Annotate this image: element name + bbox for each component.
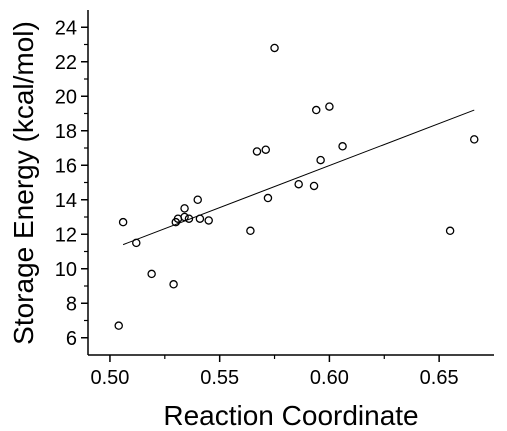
- data-point: [263, 193, 273, 203]
- data-point: [169, 280, 178, 289]
- data-points: [114, 43, 479, 330]
- data-point: [204, 216, 213, 225]
- data-point: [311, 105, 321, 115]
- data-point: [325, 102, 334, 111]
- data-point: [114, 321, 123, 330]
- data-point: [338, 142, 347, 151]
- data-point: [180, 212, 189, 222]
- data-point: [294, 179, 303, 189]
- x-tick-label: 0.55: [200, 367, 239, 389]
- y-tick-label: 8: [66, 293, 77, 315]
- fit-line: [122, 109, 475, 246]
- y-tick-label: 10: [55, 259, 77, 281]
- y-tick-label: 22: [55, 52, 77, 74]
- data-point: [184, 214, 194, 223]
- data-point: [252, 147, 262, 156]
- y-tick-label: 16: [55, 155, 77, 177]
- y-tick-label: 20: [55, 86, 77, 108]
- data-point: [118, 217, 128, 227]
- x-ticks: 0.50 0.55 0.60 0.65: [90, 355, 459, 389]
- y-tick-label: 24: [55, 17, 77, 39]
- fit-line-group: [122, 109, 475, 246]
- data-point: [193, 195, 202, 204]
- data-point: [195, 214, 205, 223]
- y-tick-label: 12: [55, 224, 77, 246]
- data-point: [132, 238, 141, 248]
- y-ticks: 6 8 10 12 14 16 18 20 22 24: [55, 17, 88, 350]
- axes: [87, 10, 494, 356]
- y-tick-label: 18: [55, 121, 77, 143]
- data-point: [445, 226, 455, 236]
- data-point: [261, 145, 271, 154]
- x-tick-label: 0.50: [90, 367, 129, 389]
- data-point: [180, 204, 189, 213]
- y-tick-label: 14: [55, 190, 77, 212]
- x-tick-label: 0.65: [420, 367, 459, 389]
- data-point: [316, 155, 325, 165]
- y-tick-label: 6: [66, 328, 77, 350]
- data-point: [469, 135, 479, 144]
- data-point: [147, 269, 156, 279]
- data-point: [309, 181, 319, 191]
- x-tick-label: 0.60: [310, 367, 349, 389]
- data-point: [246, 226, 255, 236]
- x-axis-title: Reaction Coordinate: [163, 400, 418, 431]
- y-axis-title: Storage Energy (kcal/mol): [8, 21, 39, 345]
- data-point: [270, 43, 279, 53]
